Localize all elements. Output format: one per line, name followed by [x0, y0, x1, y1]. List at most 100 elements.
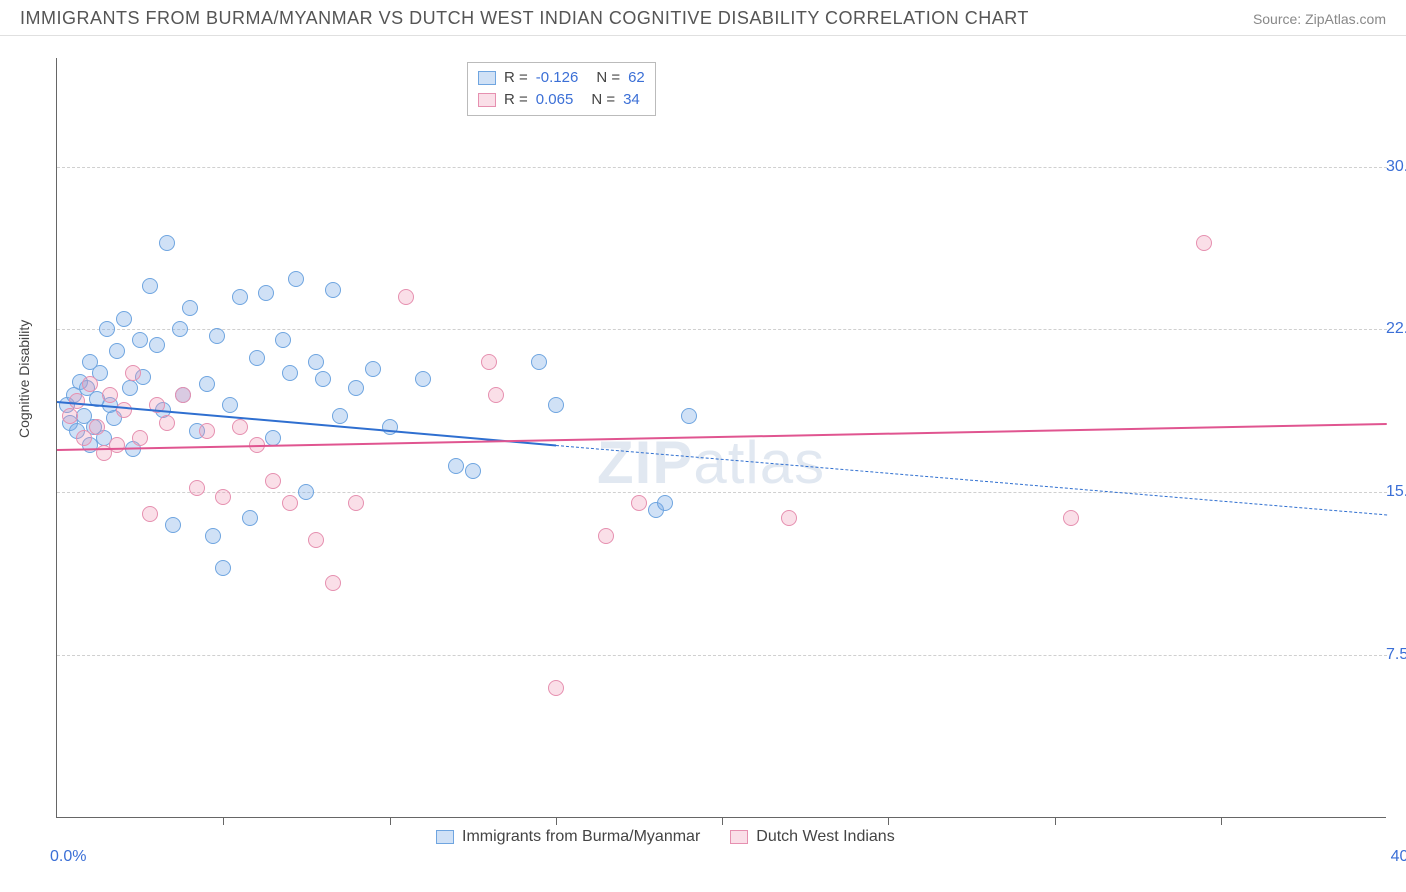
data-point [215, 489, 231, 505]
data-point [681, 408, 697, 424]
y-tick-label: 7.5% [1386, 646, 1406, 664]
x-max-label: 40.0% [1391, 848, 1406, 866]
data-point [365, 361, 381, 377]
data-point [465, 463, 481, 479]
data-point [282, 365, 298, 381]
x-min-label: 0.0% [50, 848, 86, 866]
data-point [548, 680, 564, 696]
data-point [548, 397, 564, 413]
data-point [249, 350, 265, 366]
data-point [159, 235, 175, 251]
data-point [242, 510, 258, 526]
x-tick [390, 817, 391, 825]
series-legend: Immigrants from Burma/Myanmar Dutch West… [436, 828, 895, 846]
correlation-legend: R = -0.126 N = 62 R = 0.065 N = 34 [467, 62, 656, 116]
data-point [232, 289, 248, 305]
data-point [348, 380, 364, 396]
data-point [159, 415, 175, 431]
data-point [189, 480, 205, 496]
data-point [325, 575, 341, 591]
data-point [122, 380, 138, 396]
header: IMMIGRANTS FROM BURMA/MYANMAR VS DUTCH W… [0, 0, 1406, 36]
swatch-series-b [478, 93, 496, 107]
data-point [657, 495, 673, 511]
y-axis-label: Cognitive Disability [16, 320, 32, 438]
data-point [275, 332, 291, 348]
data-point [531, 354, 547, 370]
data-point [205, 528, 221, 544]
y-tick-label: 22.5% [1386, 320, 1406, 338]
x-tick [722, 817, 723, 825]
data-point [1196, 235, 1212, 251]
swatch-b-icon [730, 830, 748, 844]
data-point [102, 387, 118, 403]
data-point [125, 365, 141, 381]
data-point [82, 376, 98, 392]
data-point [199, 376, 215, 392]
data-point [488, 387, 504, 403]
data-point [332, 408, 348, 424]
data-point [298, 484, 314, 500]
data-point [199, 423, 215, 439]
data-point [382, 419, 398, 435]
data-point [165, 517, 181, 533]
data-point [308, 354, 324, 370]
data-point [258, 285, 274, 301]
x-tick [1055, 817, 1056, 825]
plot-container: Cognitive Disability ZIPatlas R = -0.126… [56, 58, 1386, 818]
data-point [116, 402, 132, 418]
data-point [348, 495, 364, 511]
legend-row-b: R = 0.065 N = 34 [478, 89, 645, 111]
y-tick-label: 30.0% [1386, 158, 1406, 176]
data-point [116, 311, 132, 327]
x-tick [1221, 817, 1222, 825]
data-point [631, 495, 647, 511]
data-point [209, 328, 225, 344]
data-point [398, 289, 414, 305]
legend-item-a: Immigrants from Burma/Myanmar [436, 828, 700, 846]
data-point [132, 332, 148, 348]
y-tick-label: 15.0% [1386, 483, 1406, 501]
gridline-h [57, 492, 1387, 493]
data-point [132, 430, 148, 446]
data-point [182, 300, 198, 316]
swatch-a-icon [436, 830, 454, 844]
data-point [282, 495, 298, 511]
data-point [142, 278, 158, 294]
gridline-h [57, 167, 1387, 168]
data-point [69, 393, 85, 409]
legend-row-a: R = -0.126 N = 62 [478, 67, 645, 89]
data-point [99, 321, 115, 337]
data-point [308, 532, 324, 548]
data-point [89, 419, 105, 435]
data-point [172, 321, 188, 337]
data-point [175, 387, 191, 403]
data-point [325, 282, 341, 298]
x-tick [888, 817, 889, 825]
gridline-h [57, 655, 1387, 656]
chart-title: IMMIGRANTS FROM BURMA/MYANMAR VS DUTCH W… [20, 8, 1029, 29]
data-point [448, 458, 464, 474]
data-point [598, 528, 614, 544]
plot-area: ZIPatlas R = -0.126 N = 62 R = 0.065 N =… [56, 58, 1386, 818]
data-point [215, 560, 231, 576]
source-label: Source: ZipAtlas.com [1253, 11, 1386, 27]
legend-item-b: Dutch West Indians [730, 828, 894, 846]
x-tick [556, 817, 557, 825]
data-point [265, 473, 281, 489]
data-point [142, 506, 158, 522]
data-point [222, 397, 238, 413]
data-point [109, 437, 125, 453]
data-point [781, 510, 797, 526]
trend-line-extrapolated [556, 445, 1387, 515]
data-point [76, 430, 92, 446]
data-point [109, 343, 125, 359]
data-point [415, 371, 431, 387]
data-point [232, 419, 248, 435]
data-point [62, 408, 78, 424]
data-point [265, 430, 281, 446]
data-point [1063, 510, 1079, 526]
data-point [315, 371, 331, 387]
x-tick [223, 817, 224, 825]
data-point [481, 354, 497, 370]
